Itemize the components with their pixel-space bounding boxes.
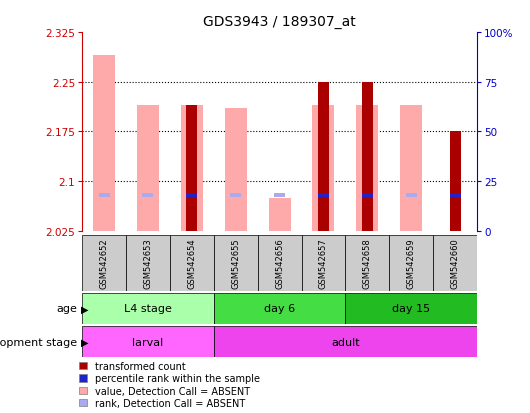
Text: larval: larval [132, 337, 164, 347]
Bar [362, 83, 373, 231]
Bar [82, 293, 214, 324]
Bar [449, 194, 461, 197]
Bar [230, 194, 241, 197]
Bar [126, 235, 170, 291]
Bar [302, 235, 346, 291]
Text: GSM542652: GSM542652 [100, 238, 109, 289]
Text: GSM542654: GSM542654 [187, 238, 196, 289]
Bar [269, 198, 290, 231]
Bar [187, 106, 197, 231]
Bar [258, 235, 302, 291]
Bar [214, 235, 258, 291]
Text: GSM542660: GSM542660 [450, 238, 460, 289]
Bar [170, 235, 214, 291]
Bar [82, 235, 126, 291]
Bar [99, 194, 110, 197]
Text: GSM542656: GSM542656 [275, 238, 284, 289]
Bar [405, 194, 417, 197]
Bar [181, 106, 203, 231]
Bar [346, 235, 389, 291]
Text: L4 stage: L4 stage [124, 304, 172, 314]
Bar [143, 194, 154, 197]
Text: ▶: ▶ [81, 304, 89, 314]
Text: GSM542655: GSM542655 [231, 238, 240, 289]
Title: GDS3943 / 189307_at: GDS3943 / 189307_at [203, 15, 356, 29]
Bar [187, 194, 197, 197]
Bar [137, 106, 159, 231]
Text: ▶: ▶ [81, 337, 89, 347]
Bar [214, 326, 477, 357]
Text: GSM542659: GSM542659 [407, 238, 416, 289]
Bar [82, 326, 214, 357]
Bar [274, 194, 285, 197]
Text: GSM542653: GSM542653 [144, 238, 153, 289]
Bar [318, 194, 329, 197]
Bar [214, 293, 346, 324]
Text: age: age [56, 304, 77, 314]
Bar [313, 106, 334, 231]
Text: day 6: day 6 [264, 304, 295, 314]
Bar [225, 109, 246, 231]
Bar [362, 194, 373, 197]
Text: development stage: development stage [0, 337, 77, 347]
Bar [400, 106, 422, 231]
Bar [389, 235, 433, 291]
Bar [318, 83, 329, 231]
Text: day 15: day 15 [392, 304, 430, 314]
Text: GSM542658: GSM542658 [363, 238, 372, 289]
Bar [93, 56, 115, 231]
Bar [449, 132, 461, 231]
Legend: transformed count, percentile rank within the sample, value, Detection Call = AB: transformed count, percentile rank withi… [79, 361, 260, 408]
Text: adult: adult [331, 337, 360, 347]
Text: GSM542657: GSM542657 [319, 238, 328, 289]
Bar [433, 235, 477, 291]
Bar [346, 293, 477, 324]
Bar [356, 106, 378, 231]
